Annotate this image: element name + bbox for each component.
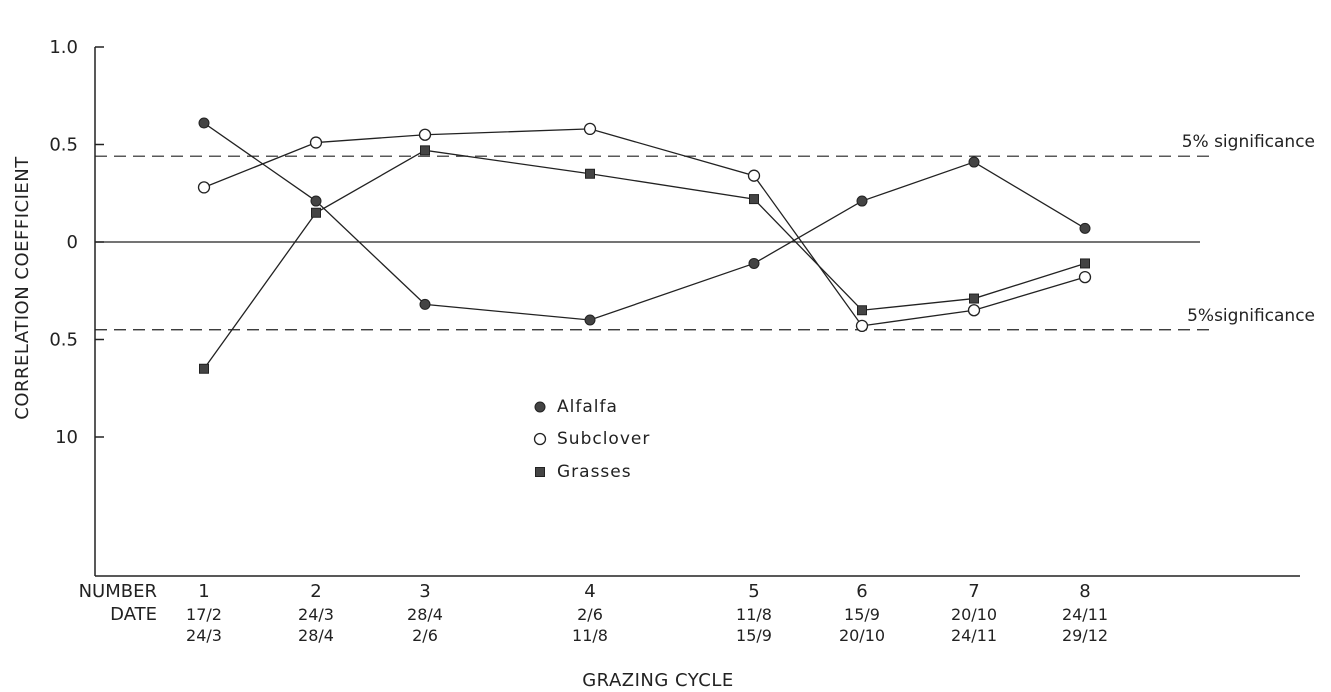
marker-filled-circle xyxy=(968,156,980,168)
legend-entry-grasses: Grasses xyxy=(557,462,632,482)
marker-square xyxy=(199,363,209,374)
x-tick-label: 7 xyxy=(968,581,979,602)
series-alfalfa xyxy=(198,117,1091,326)
x-tick-label: 4 xyxy=(584,581,595,602)
series-subclover xyxy=(197,122,1092,333)
x-date-to: 2/6 xyxy=(412,626,438,645)
x-date-to: 28/4 xyxy=(298,626,334,645)
significance-label: 5% significance xyxy=(1182,132,1315,152)
y-tick-label: 1.0 xyxy=(49,37,78,58)
x-row-label-number: NUMBER xyxy=(79,581,157,602)
marker-square xyxy=(749,194,759,205)
marker-filled-circle xyxy=(856,195,868,207)
marker-filled-circle xyxy=(310,195,322,207)
x-tick-label: 8 xyxy=(1079,581,1090,602)
x-date-from: 2/6 xyxy=(577,605,603,624)
y-tick-label: 0.5 xyxy=(49,330,78,351)
x-axis-title: GRAZING CYCLE xyxy=(582,670,734,691)
marker-open-circle xyxy=(418,128,432,141)
x-date-to: 11/8 xyxy=(572,626,608,645)
x-tick-label: 1 xyxy=(198,581,209,602)
marker-filled-circle xyxy=(534,401,546,413)
reference-lines: 5% significance 5%significance xyxy=(95,132,1315,331)
x-date-from: 11/8 xyxy=(736,605,772,624)
series-line xyxy=(203,149,1086,370)
y-tick-label: 0.5 xyxy=(49,135,78,156)
marker-filled-circle xyxy=(1079,222,1091,234)
marker-filled-circle xyxy=(419,298,431,310)
y-tick-label: 0 xyxy=(67,232,78,253)
marker-open-circle xyxy=(855,319,869,333)
marker-open-circle xyxy=(583,122,597,136)
x-date-from: 24/11 xyxy=(1062,605,1108,624)
marker-open-circle xyxy=(1078,270,1092,284)
x-tick-label: 5 xyxy=(748,581,759,602)
legend-entry-subclover: Subclover xyxy=(557,429,650,449)
marker-open-circle xyxy=(967,304,981,317)
x-date-to: 24/3 xyxy=(186,626,222,645)
y-axis-title: CORRELATION COEFFICIENT xyxy=(12,156,33,420)
axis-labels: GRAZING CYCLE CORRELATION COEFFICIENT xyxy=(12,156,734,691)
legend-entry-alfalfa: Alfalfa xyxy=(557,397,618,417)
marker-square xyxy=(585,168,595,179)
x-row-label-date: DATE xyxy=(110,604,157,625)
x-date-from: 28/4 xyxy=(407,605,443,624)
marker-filled-circle xyxy=(748,257,760,269)
marker-open-circle xyxy=(533,432,547,446)
marker-open-circle xyxy=(747,169,761,182)
legend: Alfalfa Subclover Grasses xyxy=(533,397,650,482)
x-date-from: 20/10 xyxy=(951,605,997,624)
marker-filled-circle xyxy=(198,117,210,129)
marker-square xyxy=(311,207,321,218)
series-group xyxy=(197,117,1092,374)
marker-square xyxy=(1080,258,1090,269)
series-line xyxy=(203,128,1086,327)
significance-label: 5%significance xyxy=(1187,306,1315,326)
marker-square xyxy=(969,293,979,304)
x-tick-label: 6 xyxy=(856,581,867,602)
x-date-to: 15/9 xyxy=(736,626,772,645)
x-date-from: 24/3 xyxy=(298,605,334,624)
x-date-to: 20/10 xyxy=(839,626,885,645)
x-date-from: 15/9 xyxy=(844,605,880,624)
x-date-to: 24/11 xyxy=(951,626,997,645)
marker-square xyxy=(420,145,430,156)
x-date-to: 29/12 xyxy=(1062,626,1108,645)
x-tick-label: 2 xyxy=(310,581,321,602)
x-tick-label: 3 xyxy=(419,581,430,602)
series-line xyxy=(203,122,1086,321)
marker-filled-circle xyxy=(584,314,596,326)
marker-square xyxy=(535,467,545,477)
y-tick-label: 10 xyxy=(55,427,78,448)
marker-open-circle xyxy=(197,181,211,194)
marker-open-circle xyxy=(309,136,323,149)
marker-square xyxy=(857,305,867,316)
series-grasses xyxy=(199,145,1090,374)
x-date-from: 17/2 xyxy=(186,605,222,624)
